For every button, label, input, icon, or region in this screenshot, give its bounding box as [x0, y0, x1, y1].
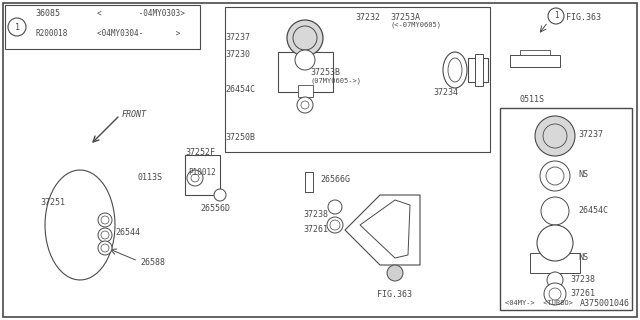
Text: 37237: 37237: [578, 130, 603, 139]
Text: 37232: 37232: [355, 13, 380, 22]
Bar: [530, 253, 580, 273]
Circle shape: [287, 20, 323, 56]
Bar: [500, 108, 632, 310]
Text: 37253A: 37253A: [390, 13, 420, 22]
Circle shape: [546, 167, 564, 185]
Circle shape: [544, 283, 566, 305]
Text: 26556D: 26556D: [200, 204, 230, 213]
Text: 37238: 37238: [303, 210, 328, 219]
Text: NS: NS: [578, 253, 588, 262]
Text: 26588: 26588: [140, 258, 165, 267]
Circle shape: [214, 189, 226, 201]
Bar: [5, 5, 200, 49]
Circle shape: [543, 124, 567, 148]
Text: 37261: 37261: [303, 225, 328, 234]
Text: R200018: R200018: [35, 29, 67, 38]
Text: P10012: P10012: [188, 168, 216, 177]
Text: 37261: 37261: [570, 289, 595, 298]
Text: 37252F: 37252F: [185, 148, 215, 157]
Circle shape: [548, 8, 564, 24]
Bar: [278, 52, 333, 92]
Text: <04MY0304-       >: <04MY0304- >: [97, 29, 180, 38]
Text: 1: 1: [15, 22, 19, 31]
Circle shape: [301, 101, 309, 109]
Polygon shape: [360, 200, 410, 258]
Text: 0511S: 0511S: [520, 95, 545, 104]
Circle shape: [297, 97, 313, 113]
Text: A375001046: A375001046: [580, 299, 630, 308]
Text: 26566G: 26566G: [320, 175, 350, 184]
Text: NS: NS: [578, 170, 588, 179]
Bar: [185, 155, 220, 195]
Circle shape: [98, 228, 112, 242]
Text: FIG.363: FIG.363: [566, 13, 601, 22]
Text: 1: 1: [554, 12, 558, 20]
Circle shape: [540, 161, 570, 191]
Circle shape: [535, 116, 575, 156]
Text: 36085: 36085: [35, 9, 60, 18]
Text: 37237: 37237: [225, 33, 250, 42]
Text: 26544: 26544: [115, 228, 140, 237]
Circle shape: [330, 220, 340, 230]
Bar: [298, 85, 313, 97]
Circle shape: [293, 26, 317, 50]
Text: FRONT: FRONT: [122, 110, 147, 119]
Text: <        -04MY0303>: < -04MY0303>: [97, 9, 185, 18]
Text: 26454C: 26454C: [578, 206, 608, 215]
Text: 37253B: 37253B: [310, 68, 340, 77]
Bar: [305, 172, 313, 192]
Circle shape: [549, 288, 561, 300]
Circle shape: [547, 272, 563, 288]
Ellipse shape: [448, 58, 462, 82]
Text: 37238: 37238: [570, 275, 595, 284]
Circle shape: [387, 265, 403, 281]
Circle shape: [101, 216, 109, 224]
Circle shape: [541, 197, 569, 225]
Circle shape: [187, 170, 203, 186]
Bar: [520, 50, 550, 55]
Text: <04MY->  <TURBO>: <04MY-> <TURBO>: [505, 300, 573, 306]
Circle shape: [98, 241, 112, 255]
Circle shape: [191, 174, 199, 182]
Bar: [475, 54, 483, 86]
Ellipse shape: [443, 52, 467, 88]
Circle shape: [8, 18, 26, 36]
Bar: [468, 58, 488, 82]
Circle shape: [295, 50, 315, 70]
Circle shape: [101, 231, 109, 239]
Bar: [225, 7, 490, 152]
Bar: [510, 55, 560, 67]
Text: 37230: 37230: [225, 50, 250, 59]
Text: 0113S: 0113S: [137, 173, 162, 182]
Text: 37250B: 37250B: [225, 133, 255, 142]
Text: 26454C: 26454C: [225, 85, 255, 94]
Circle shape: [101, 244, 109, 252]
Circle shape: [537, 225, 573, 261]
Text: 37251: 37251: [40, 198, 65, 207]
Circle shape: [546, 202, 564, 220]
Circle shape: [98, 213, 112, 227]
Text: (07MY0605->): (07MY0605->): [310, 78, 361, 84]
Circle shape: [328, 200, 342, 214]
Text: 37234: 37234: [433, 88, 458, 97]
Text: FIG.363: FIG.363: [378, 290, 413, 299]
Text: (<-07MY0605): (<-07MY0605): [390, 22, 441, 28]
Circle shape: [327, 217, 343, 233]
